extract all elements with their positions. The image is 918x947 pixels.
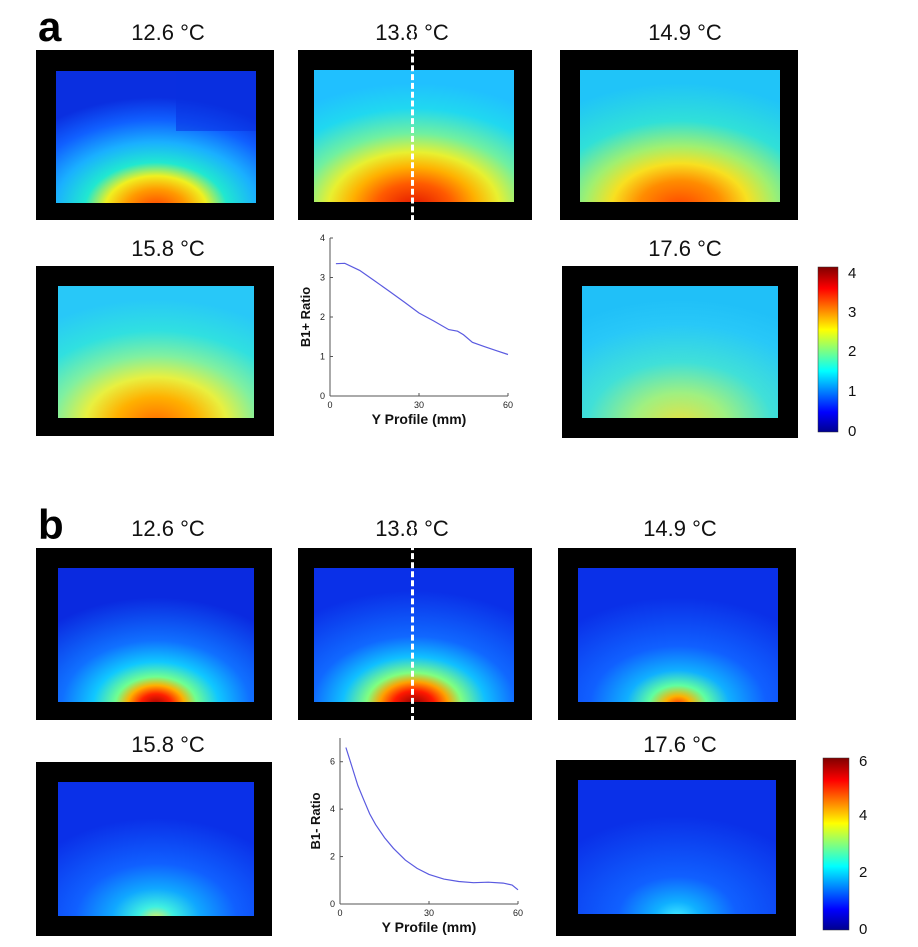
panel-a-map-2 — [298, 30, 532, 230]
panel-b-colorbar-tick: 2 — [859, 864, 867, 881]
chart-a-x-tick-label: 60 — [503, 400, 513, 410]
chart-b-y-tick-label: 0 — [330, 899, 335, 909]
panel-a-line-chart: 0 30 60 0 1 2 3 4 Y Profile (mm) B1+ Ratio — [298, 233, 513, 427]
panel-b-colorbar-tick: 4 — [859, 807, 867, 824]
panel-a-map-5 — [562, 266, 798, 438]
panel-a-colorbar-tick: 1 — [848, 383, 856, 400]
chart-b-y-tick-label: 4 — [330, 804, 335, 814]
panel-b-map-4 — [36, 762, 272, 936]
chart-a-x-label: Y Profile (mm) — [372, 411, 467, 427]
chart-b-x-tick-label: 0 — [337, 908, 342, 918]
panel-a-colorbar: 0 1 2 3 4 — [817, 265, 856, 440]
panel-b-temp-5: 17.6 °C — [643, 732, 717, 757]
panel-a-temp-1: 12.6 °C — [131, 20, 205, 45]
chart-a-series-line — [335, 262, 509, 356]
panel-a-map-1 — [36, 50, 274, 220]
panel-a-temp-3: 14.9 °C — [648, 20, 722, 45]
chart-b-x-tick-label: 60 — [513, 908, 523, 918]
panel-b-map-5 — [556, 760, 796, 936]
panel-a-colorbar-tick: 3 — [848, 304, 856, 321]
panel-a-colorbar-tick: 0 — [848, 423, 856, 440]
panel-a-map-4 — [36, 266, 274, 436]
panel-b-map-2 — [298, 526, 532, 722]
panel-b-colorbar-tick: 0 — [859, 921, 867, 938]
chart-a-y-tick-label: 4 — [320, 233, 325, 243]
chart-b-series-line — [345, 747, 519, 891]
chart-b-y-tick-label: 2 — [330, 852, 335, 862]
panel-b-temp-1: 12.6 °C — [131, 516, 205, 541]
chart-a-y-tick-label: 0 — [320, 391, 325, 401]
panel-b-colorbar-tick: 6 — [859, 753, 867, 770]
panel-a-temp-4: 15.8 °C — [131, 236, 205, 261]
chart-a-y-label: B1+ Ratio — [298, 287, 313, 347]
panel-b-map-1 — [36, 548, 272, 720]
chart-b-x-tick-label: 30 — [424, 908, 434, 918]
panel-b-temp-3: 14.9 °C — [643, 516, 717, 541]
chart-a-y-tick-label: 2 — [320, 312, 325, 322]
panel-b-letter: b — [38, 501, 64, 548]
chart-a-y-tick-label: 1 — [320, 352, 325, 362]
panel-a-profile-line — [411, 30, 414, 230]
panel-a-letter: a — [38, 3, 62, 50]
panel-b-map-3 — [558, 548, 796, 720]
chart-a-x-tick-label: 30 — [414, 400, 424, 410]
panel-b-line-chart: 0 30 60 0 2 4 6 Y Profile (mm) B1- Ratio — [308, 738, 523, 935]
panel-b-profile-line — [411, 526, 414, 722]
chart-a-x-tick-label: 0 — [327, 400, 332, 410]
panel-b-temp-4: 15.8 °C — [131, 732, 205, 757]
chart-b-y-tick-label: 6 — [330, 757, 335, 767]
panel-b-colorbar: 0 2 4 6 — [822, 753, 867, 938]
chart-a-y-tick-label: 3 — [320, 273, 325, 283]
chart-b-y-label: B1- Ratio — [308, 792, 323, 849]
panel-a-colorbar-tick: 2 — [848, 343, 856, 360]
panel-a-map-3 — [560, 50, 798, 220]
panel-b-colorbar-gradient — [822, 757, 850, 931]
panel-a-colorbar-tick: 4 — [848, 265, 856, 282]
chart-b-x-label: Y Profile (mm) — [382, 919, 477, 935]
panel-a-colorbar-gradient — [817, 266, 839, 433]
panel-a-temp-5: 17.6 °C — [648, 236, 722, 261]
